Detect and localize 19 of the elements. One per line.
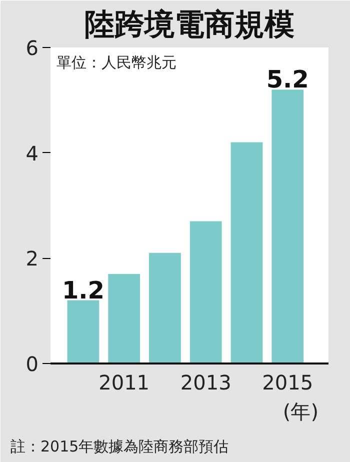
y-tick-label: 0: [26, 352, 39, 376]
x-tick-label: 2011: [98, 370, 150, 394]
x-tick-label: 2013: [180, 370, 232, 394]
x-tick-label: 2015: [262, 370, 314, 394]
bar: [108, 274, 140, 364]
bar: [67, 300, 100, 364]
y-axis-title: 單位：人民幣兆元: [56, 54, 176, 72]
text: 註：2015年數據為陸商務部預估: [10, 438, 229, 456]
chart-title: 陸跨境電商規模: [84, 8, 294, 42]
y-tick-label: 6: [26, 36, 39, 60]
bar: [149, 252, 181, 364]
data-label: 1.2: [62, 276, 104, 304]
data-label: 5.2: [266, 66, 309, 94]
y-tick-label: 2: [26, 246, 39, 271]
bar: [272, 90, 304, 364]
y-tick-label: 4: [26, 141, 39, 166]
x-axis-title: (年): [282, 400, 319, 424]
bar: [190, 221, 222, 364]
bar: [230, 142, 263, 364]
